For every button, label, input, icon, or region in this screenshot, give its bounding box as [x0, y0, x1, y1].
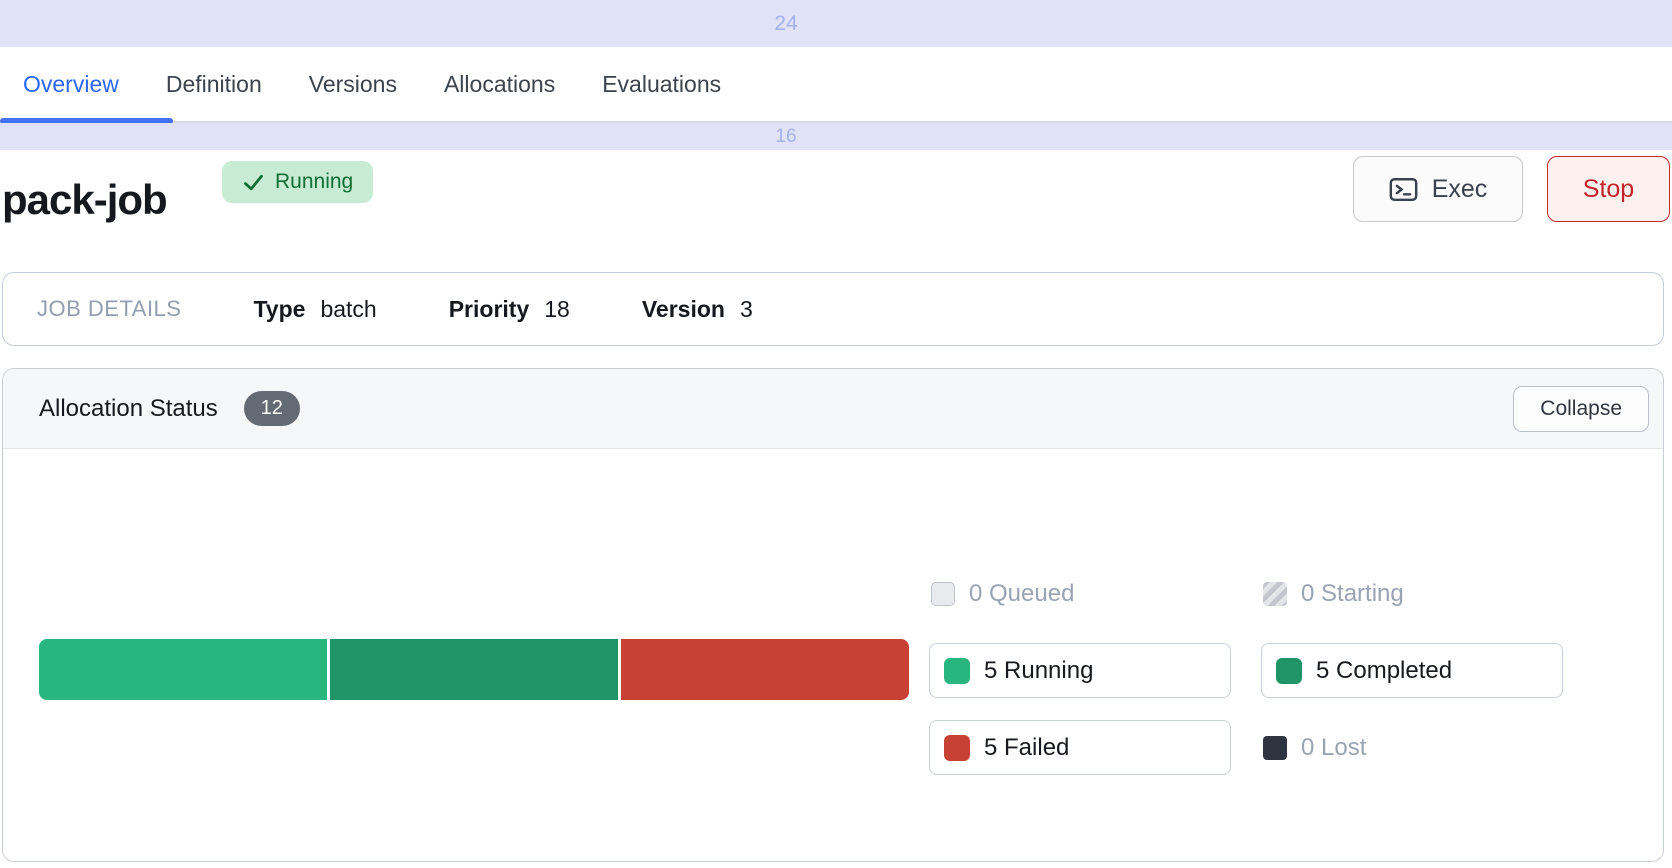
legend-item-running[interactable]: 5 Running	[929, 643, 1231, 698]
legend-item-starting: 0 Starting	[1261, 566, 1563, 621]
bar-segment-completed[interactable]	[330, 639, 618, 700]
legend-item-completed[interactable]: 5 Completed	[1261, 643, 1563, 698]
exec-button-label: Exec	[1431, 174, 1488, 203]
queued-swatch-icon	[931, 581, 955, 606]
legend-label-failed: 5 Failed	[984, 733, 1070, 761]
tab-bar: Overview Definition Versions Allocations Eva…	[0, 47, 1672, 124]
job-detail-version: Version 3	[642, 296, 753, 323]
job-detail-priority: Priority 18	[449, 296, 570, 323]
legend-label-starting: 0 Starting	[1301, 579, 1404, 607]
starting-swatch-icon	[1263, 581, 1287, 606]
exec-button[interactable]: Exec	[1353, 156, 1523, 222]
tab-definition[interactable]: Definition	[165, 70, 262, 97]
lost-swatch-icon	[1263, 735, 1287, 760]
legend-label-completed: 5 Completed	[1316, 656, 1453, 684]
job-detail-value: 18	[544, 295, 570, 322]
legend-item-failed[interactable]: 5 Failed	[929, 720, 1231, 775]
job-status-label: Running	[275, 170, 354, 193]
tab-versions[interactable]: Versions	[308, 70, 397, 97]
legend-item-lost: 0 Lost	[1261, 720, 1563, 775]
allocation-bar	[39, 639, 909, 700]
active-tab-underline	[0, 118, 173, 124]
tab-allocations[interactable]: Allocations	[443, 70, 556, 97]
completed-swatch-icon	[1276, 657, 1302, 684]
legend-label-lost: 0 Lost	[1301, 733, 1367, 761]
job-detail-label: Type	[253, 295, 306, 322]
job-status-badge: Running	[222, 161, 374, 203]
allocation-status-panel: Allocation Status 12 Collapse 0 Queued 0 …	[2, 368, 1664, 862]
running-swatch-icon	[944, 657, 970, 684]
allocation-status-body: 0 Queued 0 Starting 5 Running 5 Completed 5 …	[3, 449, 1663, 861]
collapse-button-label: Collapse	[1540, 396, 1622, 420]
height-marker-bottom: 16	[775, 125, 797, 147]
allocation-status-header: Allocation Status 12 Collapse	[3, 369, 1663, 449]
job-detail-label: Version	[641, 295, 725, 322]
check-icon	[244, 174, 263, 190]
page-title: pack-job	[2, 176, 168, 223]
job-detail-value: batch	[320, 295, 377, 322]
stop-button[interactable]: Stop	[1547, 156, 1670, 222]
job-detail-type: Type batch	[253, 296, 376, 323]
failed-swatch-icon	[944, 734, 970, 761]
allocation-status-title: Allocation Status	[39, 394, 218, 422]
job-details-panel: JOB DETAILS Type batch Priority 18 Version 3	[2, 272, 1664, 346]
job-details-fields: Type batch Priority 18 Version 3	[253, 296, 824, 323]
job-header: pack-job Running Exec Stop	[0, 150, 1672, 250]
job-detail-label: Priority	[448, 295, 530, 322]
bar-segment-failed[interactable]	[621, 639, 909, 700]
job-detail-value: 3	[739, 295, 753, 322]
tab-overview[interactable]: Overview	[23, 70, 119, 97]
stop-button-label: Stop	[1582, 174, 1635, 203]
bar-segment-running[interactable]	[39, 639, 327, 700]
legend-label-queued: 0 Queued	[969, 579, 1075, 607]
spacer-band-mid: 16	[0, 123, 1672, 150]
collapse-button[interactable]: Collapse	[1513, 385, 1649, 432]
legend-label-running: 5 Running	[984, 656, 1094, 684]
allocation-count-badge: 12	[243, 391, 300, 426]
legend-item-queued: 0 Queued	[929, 566, 1231, 621]
terminal-icon	[1389, 177, 1418, 201]
job-details-heading: JOB DETAILS	[37, 296, 182, 321]
height-marker-top: 24	[774, 11, 798, 35]
tab-evaluations[interactable]: Evaluations	[602, 70, 722, 97]
allocation-legend: 0 Queued 0 Starting 5 Running 5 Completed 5 …	[929, 566, 1563, 775]
spacer-band-top: 24	[0, 0, 1672, 47]
